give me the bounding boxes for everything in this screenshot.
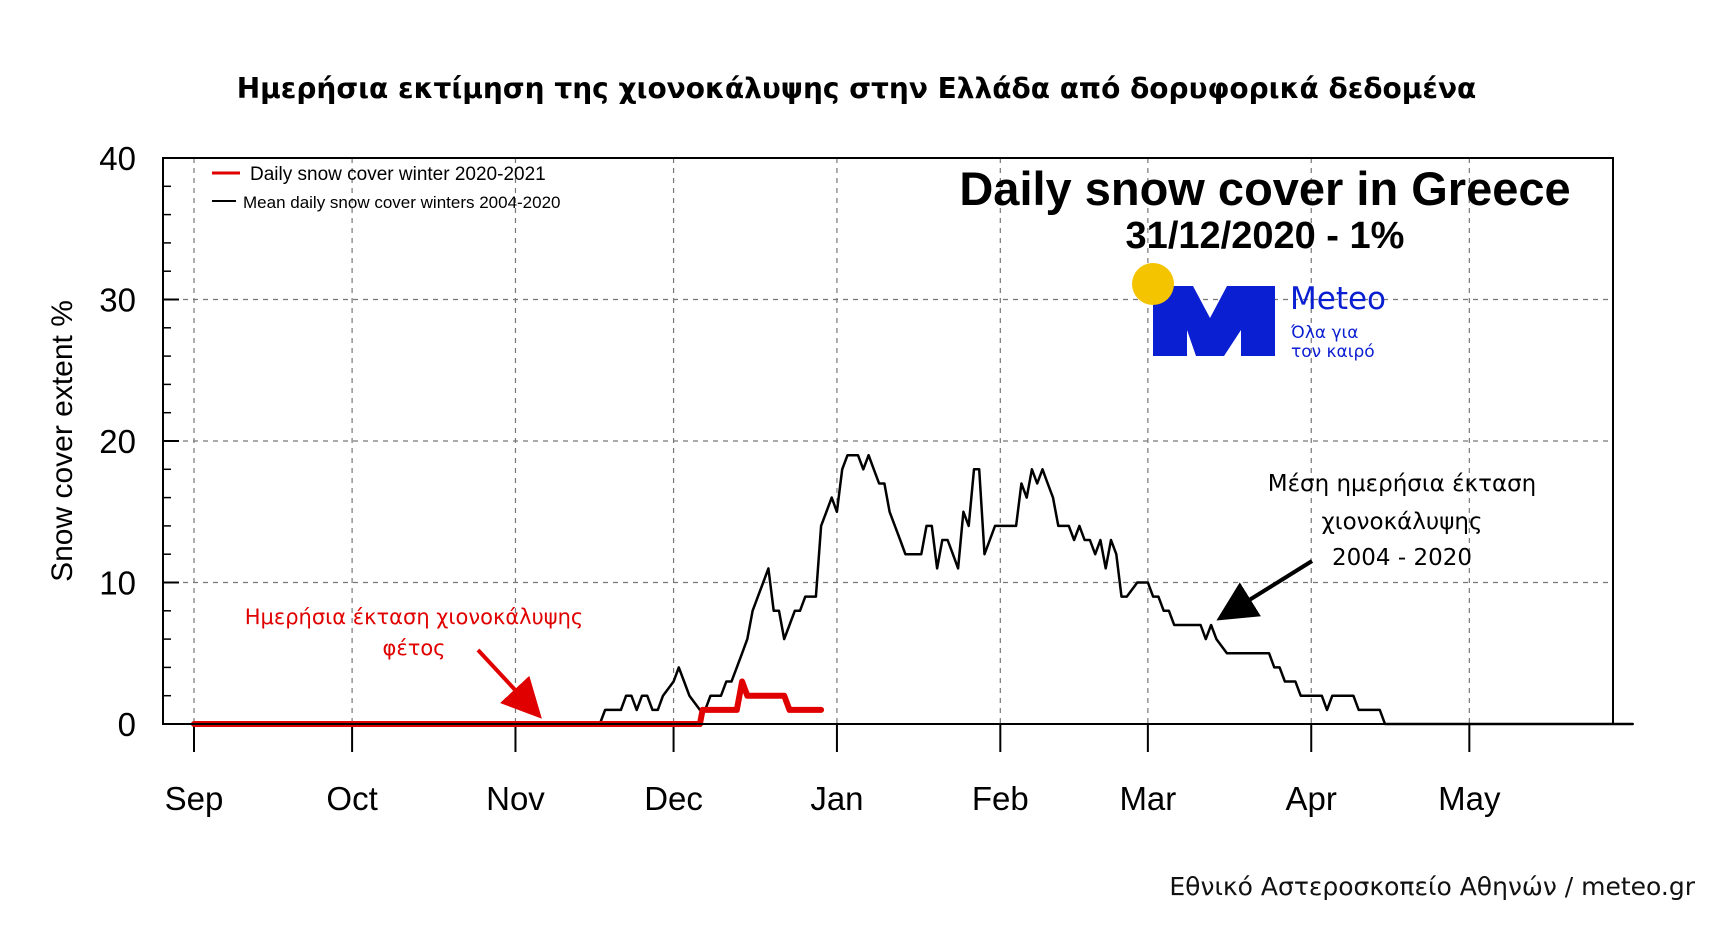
- x-tick-label: Nov: [486, 780, 545, 817]
- annotation-mean-line3: 2004 - 2020: [1332, 545, 1472, 571]
- y-tick-label: 0: [118, 706, 136, 743]
- chart-subtitle: 31/12/2020 - 1%: [1126, 215, 1405, 257]
- annotation-mean-line2: χιονοκάλυψης: [1322, 509, 1483, 535]
- annotation-mean-arrow: [1216, 559, 1314, 621]
- series-layer: [191, 453, 1634, 727]
- x-tick-label: May: [1438, 780, 1501, 817]
- y-tick-label: 10: [99, 565, 136, 602]
- plot-frame: [162, 157, 1614, 725]
- annotation-current-arrow: [476, 648, 542, 719]
- x-tick-label: Dec: [644, 780, 703, 817]
- x-tick-label: Jan: [810, 780, 863, 817]
- annotation-current-line2: φέτος: [382, 636, 445, 660]
- x-tick-label: Feb: [972, 780, 1029, 817]
- annotation-current-line1: Ημερήσια έκταση χιονοκάλυψης: [245, 605, 584, 629]
- logo-tagline-2: τον καιρό: [1291, 342, 1375, 362]
- logo-m-mark: [1153, 286, 1275, 356]
- x-tick-label: Apr: [1286, 780, 1337, 817]
- annotation-mean-line1: Μέση ημερήσια έκταση: [1268, 471, 1537, 497]
- series-line-mean: [192, 453, 1634, 726]
- x-tick-label: Sep: [165, 780, 224, 817]
- legend-label-current: Daily snow cover winter 2020-2021: [250, 164, 546, 185]
- annotation-current: Ημερήσια έκταση χιονοκάλυψης φέτος: [245, 605, 584, 719]
- logo-brand: Meteo: [1290, 281, 1386, 317]
- y-tick-label: 40: [99, 140, 136, 177]
- meteo-logo: Meteo Όλα για τον καιρό: [1132, 263, 1386, 362]
- figure-title: Ημερήσια εκτίμηση της χιονοκάλυψης στην …: [236, 72, 1477, 105]
- grid-layer: [163, 158, 1613, 724]
- series-line-current: [191, 678, 825, 727]
- credit: Εθνικό Αστεροσκοπείο Αθηνών / meteo.gr: [1169, 872, 1695, 901]
- legend-label-mean: Mean daily snow cover winters 2004-2020: [243, 193, 561, 212]
- logo-tagline-1: Όλα για: [1290, 323, 1359, 343]
- annotation-mean: Μέση ημερήσια έκταση χιονοκάλυψης 2004 -…: [1216, 471, 1537, 621]
- logo-sun: [1132, 263, 1174, 305]
- y-tick-label: 30: [99, 282, 136, 319]
- axis-layer: 0 10 20 30 40 Sep Oct Nov Dec Jan Feb Mar Apr May: [99, 140, 1501, 817]
- legend: Daily snow cover winter 2020-2021 Mean d…: [212, 164, 561, 212]
- y-tick-label: 20: [99, 423, 136, 460]
- chart-title: Daily snow cover in Greece: [959, 162, 1570, 215]
- y-axis-label: Snow cover extent %: [46, 300, 79, 582]
- x-tick-label: Mar: [1119, 780, 1176, 817]
- x-tick-label: Oct: [326, 780, 377, 817]
